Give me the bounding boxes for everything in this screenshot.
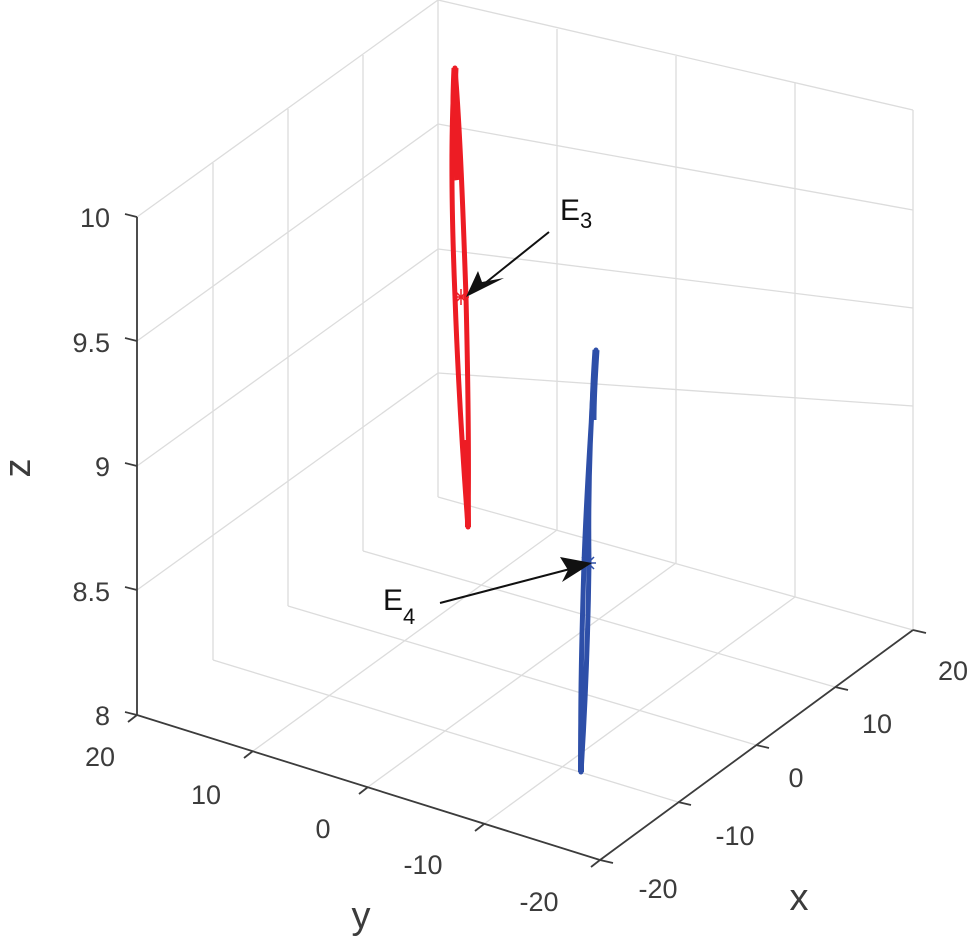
x-tick-0: 0 [788,763,803,793]
y-axis-label: y [352,895,371,937]
back-wall-grid [437,0,914,631]
e3-star-marker [453,289,469,305]
y-tick-0: 0 [315,814,330,844]
blue-orbit-series [578,347,600,775]
left-wall-grid [136,0,439,715]
e3-annotation: E3 [466,194,592,297]
z-tick-10: 10 [80,203,110,233]
y-tick--10: -10 [403,850,442,880]
y-tick-10: 10 [191,780,221,810]
y-axis: 20 10 0 -10 -20 y [85,714,601,937]
x-tick-10: 10 [862,709,892,739]
x-axis-label: x [790,877,809,919]
x-axis: -20 -10 0 10 20 x [599,629,968,919]
red-orbit-series [449,65,471,530]
x-tick--10: -10 [715,821,754,851]
y-tick-20: 20 [85,742,115,772]
e4-annotation: E4 [383,557,592,629]
z-axis-label: z [0,459,39,478]
z-tick-8.5: 8.5 [72,577,110,607]
z-tick-9: 9 [95,452,110,482]
x-tick-20: 20 [938,656,968,686]
z-tick-9.5: 9.5 [72,328,110,358]
e3-label: E3 [560,194,592,233]
z-tick-8: 8 [95,701,110,731]
x-tick--20: -20 [638,874,677,904]
e4-label: E4 [383,584,415,629]
y-tick--20: -20 [519,887,558,917]
z-axis: 10 9.5 9 8.5 8 z [0,203,138,731]
floor-grid [136,529,914,861]
